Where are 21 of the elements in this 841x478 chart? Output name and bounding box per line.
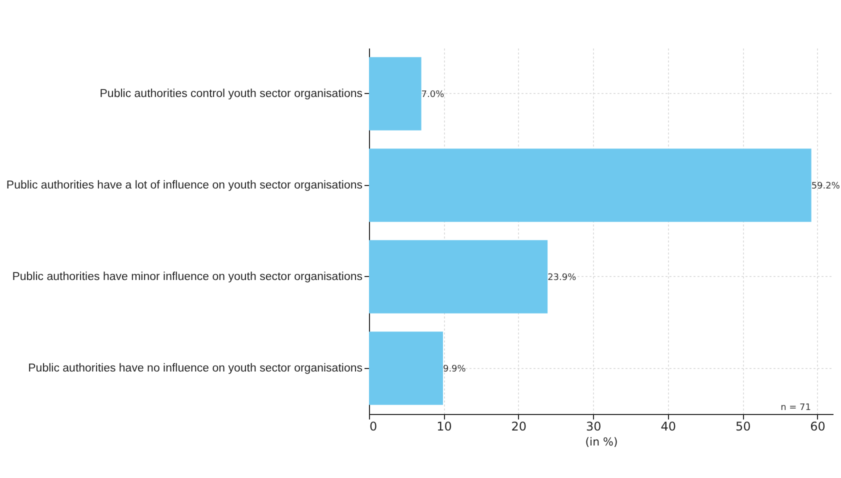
y-tick-label: Public authorities have a lot of influence on youth sector organisations: [6, 179, 363, 192]
x-tick-label: 50: [735, 420, 751, 434]
bar: [369, 57, 422, 130]
x-tick-label: 0: [370, 420, 378, 434]
x-tick-label: 20: [511, 420, 527, 434]
bar: [369, 332, 443, 405]
data-label: 9.9%: [442, 364, 466, 374]
x-tick-label: 60: [810, 420, 826, 434]
y-tick-label: Public authorities control youth sector organisations: [100, 88, 363, 100]
x-tick-label: 30: [586, 420, 602, 434]
data-label: 23.9%: [548, 272, 577, 283]
x-axis-title: (in %): [585, 436, 618, 448]
x-tick-label: 40: [660, 420, 676, 434]
annotation: n = 71: [780, 403, 811, 413]
y-tick-label: Public authorities have minor influence on youth sector organisations: [12, 270, 363, 283]
data-label: 7.0%: [421, 90, 445, 100]
x-tick-label: 10: [436, 420, 452, 434]
data-label: 59.2%: [811, 181, 840, 192]
bar: [369, 148, 812, 222]
y-tick-label: Public authorities have no influence on youth sector organisations: [28, 362, 363, 374]
bar: [369, 240, 548, 314]
